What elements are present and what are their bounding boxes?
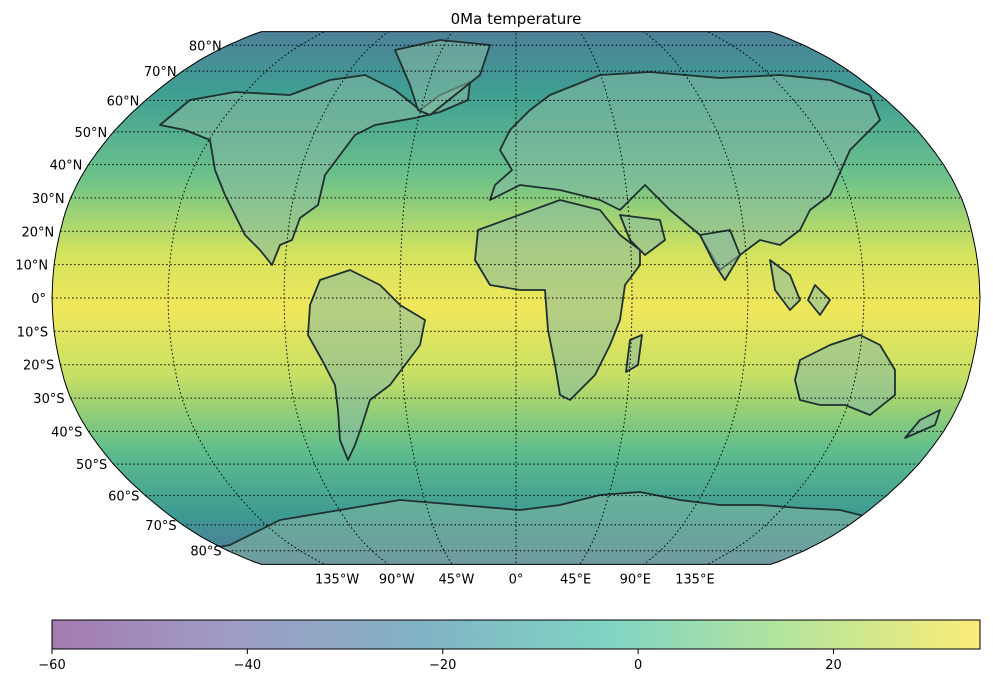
meridian-line [283, 31, 393, 565]
latitude-label: 10°S [17, 325, 48, 340]
latitude-label: 60°N [107, 94, 140, 109]
colorbar-tick-label: −60 [38, 658, 65, 673]
longitude-label: 45°W [438, 572, 474, 587]
longitude-label: 90°E [620, 572, 651, 587]
longitude-label: 90°W [379, 572, 415, 587]
latitude-label: 70°S [145, 519, 176, 534]
southeast-asia [769, 259, 831, 316]
longitude-label: 135°W [315, 572, 359, 587]
south-america [307, 269, 426, 461]
colorbar: −60 −40 −20 0 20 [38, 619, 981, 673]
latitude-label: 30°S [33, 392, 64, 407]
colorbar-ticks: −60 −40 −20 0 20 [38, 649, 842, 673]
longitude-label: 45°E [560, 572, 591, 587]
latitude-label: 80°S [190, 545, 221, 560]
australia [794, 334, 896, 416]
colorbar-tick-label: 20 [825, 658, 842, 673]
colorbar-tick-label: 0 [634, 658, 642, 673]
latitude-label: 20°N [22, 225, 55, 240]
colorbar-tick-label: −20 [429, 658, 456, 673]
latitude-label: 50°N [75, 126, 108, 141]
colorbar-bar [51, 619, 981, 650]
meridian-line [639, 31, 749, 565]
graticule [52, 31, 980, 565]
land-masses [52, 39, 980, 565]
meridian-line [700, 31, 865, 565]
colorbar-tick-label: −40 [234, 658, 261, 673]
latitude-label: 80°N [189, 39, 222, 54]
latitude-label: 40°S [51, 425, 82, 440]
map: 80°N 70°N 60°N 50°N 40°N 30°N 20°N 10°N 0° 10°S 20… [15, 31, 981, 587]
longitude-label: 0° [509, 572, 524, 587]
longitude-labels: 135°W 90°W 45°W 0° 45°E 90°E 135°E [315, 572, 715, 587]
latitude-label: 60°S [108, 490, 139, 505]
greenland [394, 39, 491, 116]
map-outline [51, 31, 981, 565]
latitude-label: 40°N [50, 159, 83, 174]
latitude-label: 0° [31, 292, 46, 307]
latitude-labels: 80°N 70°N 60°N 50°N 40°N 30°N 20°N 10°N 0° 10°S 20… [15, 39, 221, 559]
arabia [619, 214, 666, 256]
latitude-label: 20°S [23, 359, 54, 374]
latitude-label: 10°N [15, 259, 48, 274]
latitude-label: 30°N [32, 192, 65, 207]
longitude-label: 135°E [675, 572, 715, 587]
latitude-label: 70°N [144, 65, 177, 80]
north-america [159, 74, 471, 266]
latitude-label: 50°S [76, 458, 107, 473]
meridian-line [167, 31, 332, 565]
map-title: 0Ma temperature [451, 10, 582, 28]
